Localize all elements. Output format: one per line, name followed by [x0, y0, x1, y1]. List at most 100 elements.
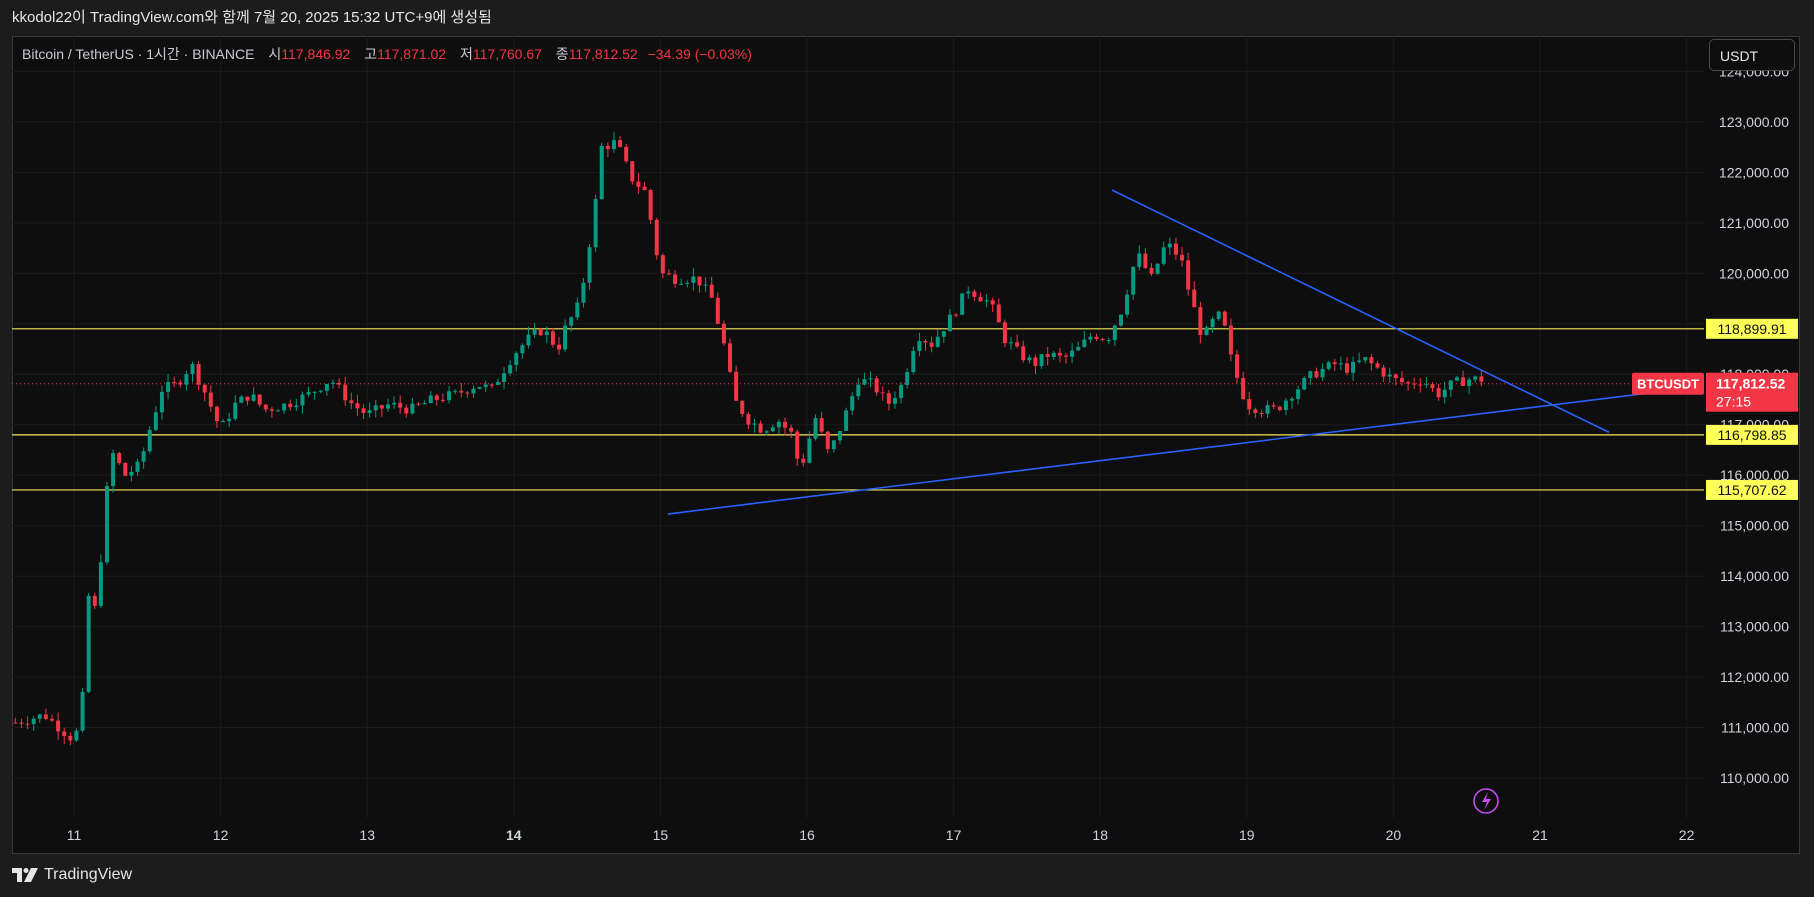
candle-body — [282, 403, 287, 411]
currency-button[interactable]: USDT — [1709, 39, 1795, 71]
candle-body — [514, 353, 519, 365]
x-axis: 11 12 13 14 15 16 17 18 19 20 21 22 — [67, 827, 1695, 843]
candle-body — [1308, 371, 1313, 378]
candle-body — [709, 284, 714, 298]
level-price-tag — [1706, 424, 1798, 445]
candle-body — [1173, 243, 1178, 255]
candle-body — [1002, 322, 1007, 344]
candle-body — [813, 418, 818, 439]
candle-body — [642, 186, 647, 191]
candle-body — [68, 735, 73, 741]
x-tick-label: 14 — [506, 827, 522, 843]
candle-body — [117, 453, 122, 463]
candle-body — [776, 421, 781, 428]
price-tags: 118,899.91 116,798.85 115,707.62 BTCUSDT 117… — [1632, 318, 1798, 500]
y-tick-label: 114,000.00 — [1720, 568, 1789, 584]
candle-body — [1338, 363, 1343, 365]
candle-body — [214, 406, 219, 422]
candle-body — [837, 430, 842, 441]
candle-body — [349, 400, 354, 404]
candle-body — [1186, 260, 1191, 290]
candle-body — [288, 403, 293, 408]
x-tick-label: 19 — [1239, 827, 1255, 843]
candle-body — [1033, 357, 1038, 367]
candle-body — [728, 343, 733, 372]
candle-body — [184, 374, 189, 385]
candle-body — [1442, 389, 1447, 398]
candle-body — [141, 451, 146, 462]
x-tick-label: 15 — [653, 827, 669, 843]
candle-body — [330, 382, 335, 384]
candle-body — [752, 423, 757, 425]
candle-body — [50, 718, 55, 721]
candle-body — [13, 722, 18, 724]
candle-body — [294, 405, 299, 408]
candle-body — [905, 372, 910, 386]
candle-body — [1063, 355, 1068, 357]
candle-body — [1192, 289, 1197, 308]
y-tick-label: 122,000.00 — [1719, 164, 1789, 180]
trendline-descending[interactable] — [1111, 189, 1610, 433]
candle-body — [129, 471, 134, 476]
candle-body — [74, 730, 79, 741]
trendline-ascending[interactable] — [667, 387, 1687, 515]
candle-body — [1314, 371, 1319, 378]
candle-body — [984, 300, 989, 302]
candle-body — [764, 431, 769, 433]
candle-body — [404, 407, 409, 414]
candle-body — [532, 329, 537, 335]
candle-body — [917, 341, 922, 352]
low-value: 117,760.67 — [472, 46, 542, 62]
level-price-label: 116,798.85 — [1717, 427, 1786, 443]
candle-body — [221, 421, 226, 423]
x-tick-label: 18 — [1092, 827, 1108, 843]
candle-body — [135, 461, 140, 472]
candle-body — [1161, 247, 1166, 264]
candle-body — [373, 405, 378, 411]
candle-body — [1473, 376, 1478, 380]
candle-body — [557, 344, 562, 350]
candle-body — [1112, 325, 1117, 341]
candle-body — [666, 273, 671, 275]
candle-body — [318, 390, 323, 392]
candle-body — [526, 334, 531, 346]
candle-body — [1070, 350, 1075, 357]
candle-body — [679, 283, 684, 285]
x-tick-label: 12 — [213, 827, 229, 843]
lightning-icon[interactable] — [1473, 788, 1499, 814]
y-tick-label: 120,000.00 — [1719, 265, 1789, 281]
candle-body — [1369, 357, 1374, 364]
candle-body — [538, 329, 543, 336]
candle-body — [1265, 405, 1270, 414]
candle-body — [1344, 363, 1349, 373]
candle-body — [447, 391, 452, 401]
candle-body — [954, 314, 959, 316]
change-value: −34.39 (−0.03%) — [647, 46, 752, 62]
candle-body — [1399, 378, 1404, 383]
tradingview-brand[interactable]: TradingView — [12, 866, 132, 884]
candle-body — [960, 293, 965, 315]
candle-body — [367, 410, 372, 414]
candle-body — [1088, 336, 1093, 340]
candle-body — [1357, 360, 1362, 362]
candle-body — [459, 390, 464, 393]
candle-body — [428, 395, 433, 404]
candle-body — [1259, 412, 1264, 414]
countdown-timer: 27:15 — [1716, 394, 1751, 410]
high-value: 117,871.02 — [377, 46, 447, 62]
candle-body — [239, 396, 244, 403]
candle-body — [1131, 266, 1136, 295]
candle-body — [1479, 376, 1484, 382]
candle-body — [306, 392, 311, 395]
candle-body — [477, 387, 482, 389]
candle-body — [1375, 363, 1380, 368]
candle-body — [825, 431, 830, 450]
candle-body — [416, 403, 421, 405]
candle-body — [434, 395, 439, 400]
candle-body — [636, 181, 641, 187]
candle-body — [1051, 352, 1056, 357]
candle-body — [251, 394, 256, 401]
candle-body — [1222, 311, 1227, 326]
candle-body — [37, 714, 42, 719]
